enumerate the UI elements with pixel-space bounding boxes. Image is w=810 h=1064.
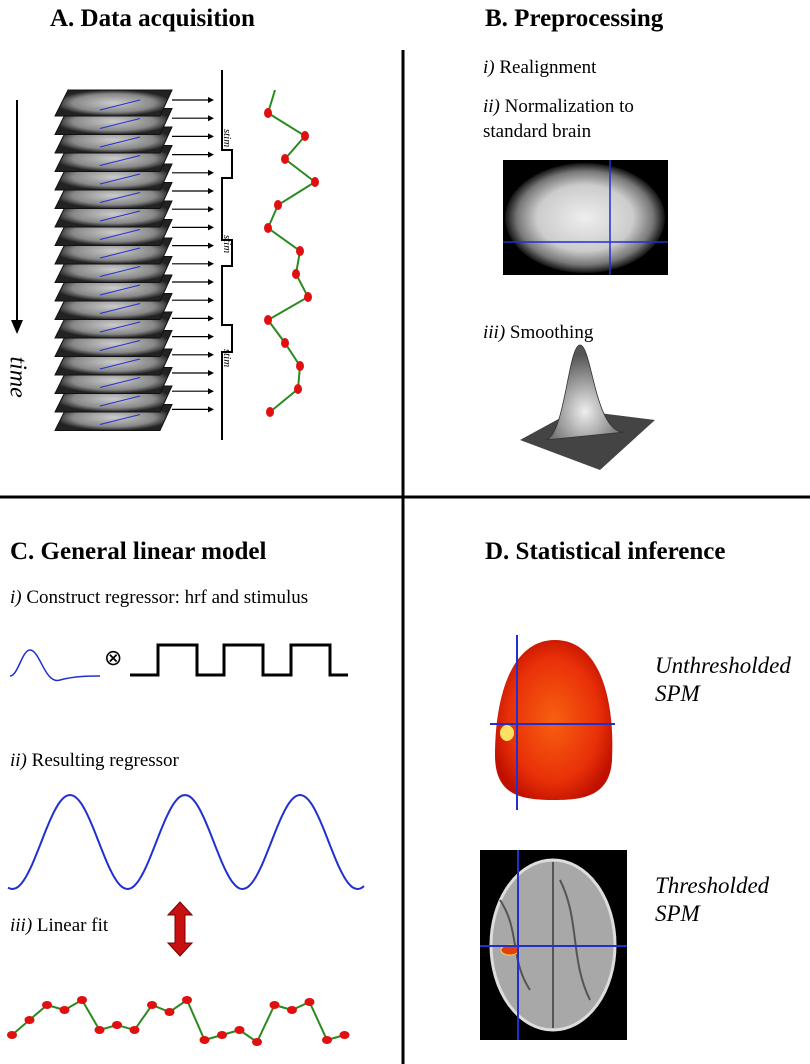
stim-label: stim bbox=[221, 235, 233, 253]
signal-point bbox=[301, 131, 309, 141]
fit-point bbox=[25, 1016, 35, 1024]
arrow-head bbox=[208, 279, 214, 285]
operator: ⊗ bbox=[104, 645, 122, 671]
step: ii) Normalization to standard brain bbox=[483, 94, 683, 144]
fit-line bbox=[12, 1000, 345, 1042]
arrow-head bbox=[208, 243, 214, 249]
figure: A. Data acquisition time stim stim stim … bbox=[0, 0, 810, 1064]
fit-point bbox=[340, 1031, 350, 1039]
signal-point bbox=[264, 315, 272, 325]
step-numeral: i) bbox=[10, 587, 22, 608]
fit-point bbox=[42, 1001, 52, 1009]
fit-point bbox=[182, 996, 192, 1004]
stimulus-train bbox=[222, 70, 232, 440]
hrf-curve bbox=[10, 650, 100, 680]
arrow-head bbox=[208, 352, 214, 358]
fit-point bbox=[322, 1036, 332, 1044]
arrow-head bbox=[208, 334, 214, 340]
signal-point bbox=[292, 269, 300, 279]
fit-point bbox=[270, 1001, 280, 1009]
panel-title: B. Preprocessing bbox=[485, 5, 663, 33]
signal-point bbox=[296, 361, 304, 371]
step: iii) Smoothing bbox=[483, 320, 703, 345]
axis-label: time bbox=[4, 357, 31, 391]
stim-label: stim bbox=[221, 129, 233, 147]
arrow-head bbox=[208, 133, 214, 139]
fit-point bbox=[77, 996, 87, 1004]
arrow-head bbox=[208, 406, 214, 412]
step-numeral: ii) bbox=[10, 750, 27, 771]
arrow-head bbox=[208, 315, 214, 321]
arrow-head bbox=[208, 206, 214, 212]
arrow-head bbox=[208, 388, 214, 394]
panel-title: D. Statistical inference bbox=[485, 538, 725, 566]
fit-point bbox=[95, 1026, 105, 1034]
signal-point bbox=[264, 223, 272, 233]
signal-point bbox=[264, 108, 272, 118]
fit-point bbox=[130, 1026, 140, 1034]
step: i) Construct regressor: hrf and stimulus bbox=[10, 585, 320, 610]
step: i) Realignment bbox=[483, 55, 703, 80]
arrow-head bbox=[208, 188, 214, 194]
arrow-head bbox=[11, 320, 23, 334]
signal-point bbox=[304, 292, 312, 302]
signal-point bbox=[266, 407, 274, 417]
fit-point bbox=[7, 1031, 17, 1039]
fit-point bbox=[235, 1026, 245, 1034]
arrow-head bbox=[208, 370, 214, 376]
fit-point bbox=[305, 998, 315, 1006]
caption: Unthresholded SPM bbox=[655, 652, 805, 708]
step-text: Smoothing bbox=[510, 322, 593, 343]
signal-point bbox=[311, 177, 319, 187]
panel-title: C. General linear model bbox=[10, 538, 266, 566]
step: ii) Resulting regressor bbox=[10, 748, 310, 773]
fit-point bbox=[287, 1006, 297, 1014]
arrow-head bbox=[208, 297, 214, 303]
arrow-head bbox=[208, 152, 214, 158]
signal-point bbox=[281, 154, 289, 164]
signal-point bbox=[274, 200, 282, 210]
step-text: Construct regressor: hrf and stimulus bbox=[26, 587, 308, 608]
arrow-head bbox=[208, 224, 214, 230]
slice bbox=[55, 90, 172, 116]
step: iii) Linear fit bbox=[10, 913, 210, 938]
brain bbox=[505, 163, 665, 273]
arrow-head bbox=[208, 261, 214, 267]
step-numeral: iii) bbox=[483, 322, 505, 343]
fit-point bbox=[112, 1021, 122, 1029]
caption: Thresholded SPM bbox=[655, 872, 805, 928]
step-numeral: i) bbox=[483, 57, 495, 78]
signal-point bbox=[294, 384, 302, 394]
fit-point bbox=[217, 1031, 227, 1039]
regressor-curve bbox=[8, 795, 364, 889]
fit-point bbox=[200, 1036, 210, 1044]
step-text: Realignment bbox=[499, 57, 596, 78]
step-text: Resulting regressor bbox=[32, 750, 179, 771]
step-text: Linear fit bbox=[37, 915, 108, 936]
fit-point bbox=[60, 1006, 70, 1014]
step-numeral: iii) bbox=[10, 915, 32, 936]
spm-map bbox=[495, 640, 612, 800]
arrow-head bbox=[208, 115, 214, 121]
stim-label: stim bbox=[221, 349, 233, 367]
fit-point bbox=[252, 1038, 262, 1046]
signal-point bbox=[296, 246, 304, 256]
step-numeral: ii) bbox=[483, 96, 500, 117]
arrow-head bbox=[208, 170, 214, 176]
activation bbox=[500, 725, 514, 741]
fit-point bbox=[147, 1001, 157, 1009]
stimulus-boxcar bbox=[130, 645, 348, 675]
panel-title: A. Data acquisition bbox=[50, 5, 255, 33]
fit-point bbox=[165, 1008, 175, 1016]
signal-point bbox=[281, 338, 289, 348]
step-text: Normalization to standard brain bbox=[483, 96, 634, 142]
arrow-head bbox=[208, 97, 214, 103]
